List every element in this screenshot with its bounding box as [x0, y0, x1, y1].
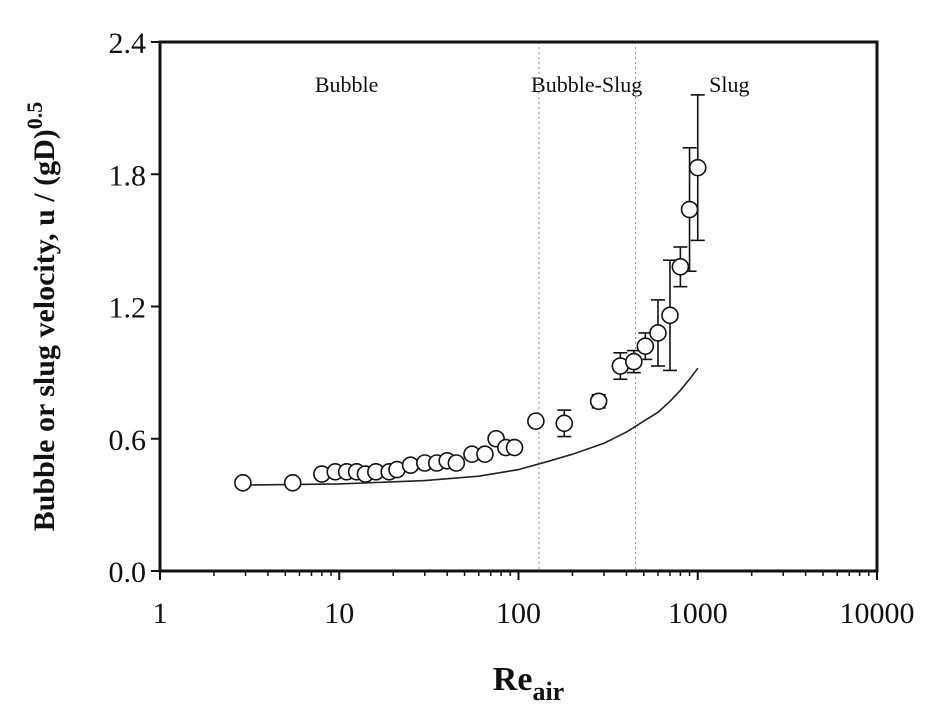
y-tick-label: 2.4 — [109, 27, 147, 60]
data-point — [680, 200, 699, 219]
data-point — [476, 445, 494, 463]
region-label: Bubble — [315, 72, 379, 97]
y-axis-title-superscript: 0.5 — [22, 102, 47, 130]
x-tick-label: 10 — [324, 597, 354, 630]
x-tick-label: 100 — [496, 597, 541, 630]
data-point — [688, 158, 707, 177]
y-tick-label: 1.8 — [109, 159, 147, 192]
data-point — [234, 474, 252, 492]
y-axis-title-main: Bubble or slug velocity, u / (gD) — [28, 129, 61, 531]
x-axis-title-main: Re — [493, 661, 533, 698]
y-tick-label: 0.0 — [109, 556, 147, 589]
region-label: Bubble-Slug — [531, 72, 642, 97]
data-point — [625, 352, 643, 371]
plot-frame — [158, 40, 879, 573]
y-tick-label: 0.6 — [109, 424, 147, 457]
x-tick-label: 1000 — [668, 597, 728, 630]
x-tick-label: 1 — [153, 597, 168, 630]
data-point — [527, 412, 545, 430]
region-labels: Bubble Bubble-Slug Slug — [315, 72, 750, 97]
model-curve — [245, 367, 699, 486]
data-point — [636, 337, 655, 355]
data-point — [661, 306, 679, 325]
model-curve-layer — [245, 367, 699, 486]
data-point — [649, 324, 667, 342]
y-axis-title: Bubble or slug velocity, u / (gD)0.5 — [22, 102, 61, 531]
data-points-layer — [234, 158, 707, 492]
x-axis-title-subscript: air — [532, 677, 564, 706]
data-point — [505, 438, 524, 457]
data-point — [555, 414, 574, 433]
tick-labels: 1 10 100 1000 10000 0.0 0.6 1.2 1.8 2.4 — [109, 27, 915, 630]
data-point — [401, 456, 420, 475]
x-tick-label: 10000 — [840, 597, 915, 630]
data-point — [589, 392, 608, 411]
region-label: Slug — [709, 72, 749, 97]
y-tick-label: 1.2 — [109, 292, 147, 325]
x-axis-title: Reair — [493, 661, 564, 706]
region-boundaries — [538, 42, 637, 571]
axis-ticks — [151, 41, 878, 580]
data-point — [283, 474, 302, 492]
data-point — [447, 454, 466, 472]
data-point — [671, 258, 690, 276]
